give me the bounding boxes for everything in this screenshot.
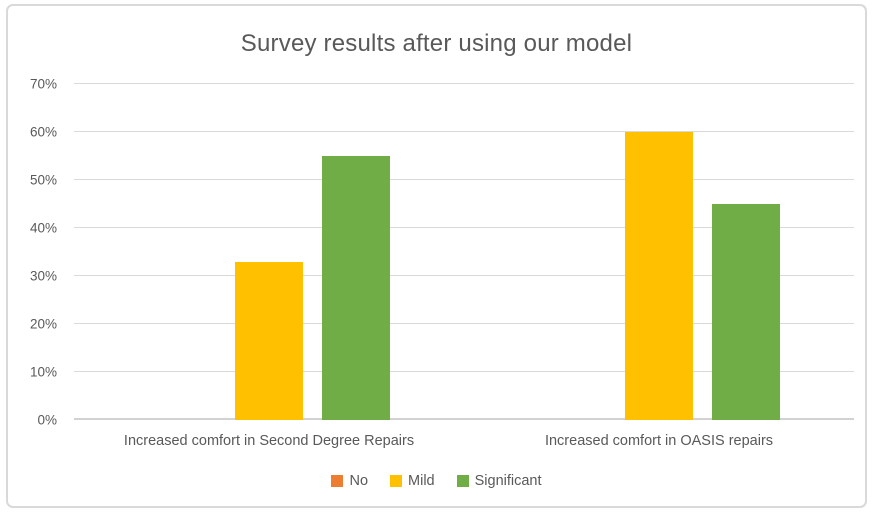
- bar-mild-second-degree[interactable]: [235, 261, 303, 420]
- gridline: [74, 371, 854, 372]
- legend-item-mild[interactable]: Mild: [390, 473, 435, 489]
- x-label-second-degree: Increased comfort in Second Degree Repai…: [123, 433, 415, 449]
- bar-group-second-degree: [74, 84, 464, 420]
- bar-significant-second-degree[interactable]: [322, 156, 390, 420]
- legend-swatch-no-icon: [331, 475, 344, 487]
- legend-label-significant: Significant: [474, 473, 542, 489]
- legend-swatch-significant-icon: [456, 475, 469, 487]
- x-axis-line: [74, 418, 854, 420]
- y-tick-label: 20%: [29, 316, 57, 332]
- x-axis-labels: Increased comfort in Second Degree Repai…: [74, 433, 854, 449]
- y-tick-label: 0%: [37, 412, 57, 428]
- legend: No Mild Significant: [8, 473, 865, 489]
- y-tick-label: 60%: [29, 124, 57, 140]
- x-label-oasis: Increased comfort in OASIS repairs: [544, 433, 774, 449]
- bar-groups: [74, 84, 854, 420]
- gridline: [74, 227, 854, 228]
- y-tick-label: 30%: [29, 268, 57, 284]
- gridline: [74, 275, 854, 276]
- y-tick-label: 70%: [29, 76, 57, 92]
- bar-group-oasis: [464, 84, 854, 420]
- legend-item-no[interactable]: No: [331, 473, 368, 489]
- gridline: [74, 83, 854, 84]
- y-axis: 0% 10% 20% 30% 40% 50% 60% 70%: [8, 77, 66, 428]
- gridline: [74, 131, 854, 132]
- legend-label-no: No: [349, 473, 369, 489]
- y-tick-label: 40%: [29, 220, 57, 236]
- legend-item-significant[interactable]: Significant: [456, 473, 542, 489]
- legend-label-mild: Mild: [408, 473, 435, 489]
- y-tick-label: 50%: [29, 172, 57, 188]
- bar-mild-oasis[interactable]: [625, 132, 693, 420]
- gridline: [74, 323, 854, 324]
- legend-swatch-mild-icon: [390, 475, 403, 487]
- bar-significant-oasis[interactable]: [712, 204, 780, 420]
- gridline: [74, 179, 854, 180]
- plot-area: [74, 83, 854, 420]
- y-tick-label: 10%: [29, 364, 57, 380]
- chart-frame: Survey results after using our model 0% 1…: [6, 4, 867, 508]
- chart-title[interactable]: Survey results after using our model: [240, 30, 633, 57]
